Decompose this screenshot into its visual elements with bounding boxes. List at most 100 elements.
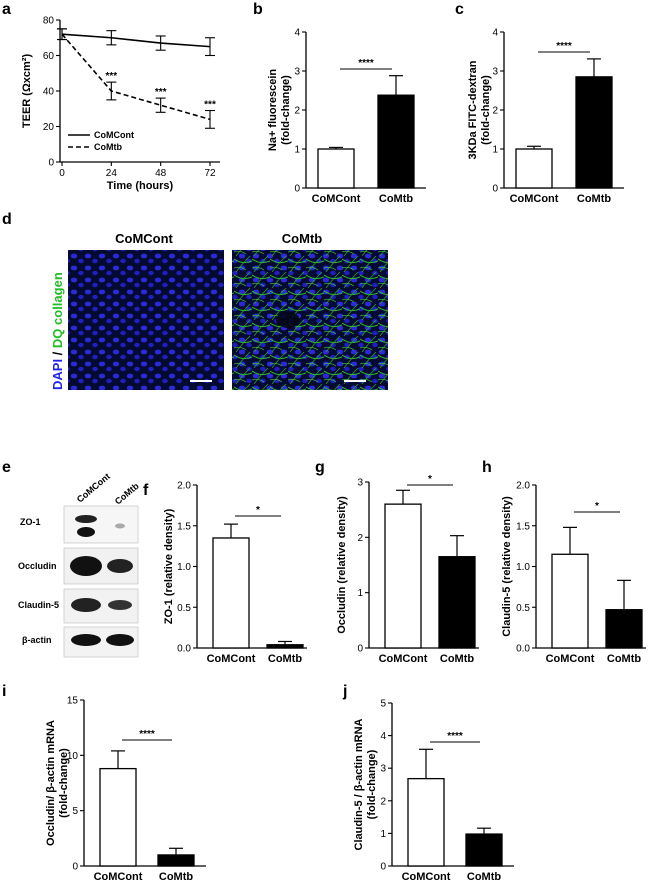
category-label: CoMtb: [467, 871, 501, 883]
wb-label-occludin: Occludin: [18, 561, 57, 571]
x-tick-label: 72: [204, 168, 216, 179]
y-axis-label: TEER (Ωxcm²): [21, 54, 33, 129]
bar-comcont: [99, 767, 137, 867]
y-tick-label: 0: [48, 158, 54, 169]
significance-label: ****: [358, 58, 374, 69]
y-tick-label: 0: [380, 862, 386, 873]
significance-label: ***: [105, 71, 117, 82]
wb-label-zo1: ZO-1: [20, 517, 41, 527]
micrograph-title-cont: CoMCont: [115, 231, 173, 246]
stain-dapi: DAPI: [50, 359, 65, 390]
legend-label: CoMCont: [94, 130, 134, 140]
y-tick-label: 1.5: [177, 521, 191, 532]
y-axis-label-line2: (fold-change): [280, 75, 292, 145]
panel-label-g: g: [315, 459, 325, 476]
panel-label-h: h: [482, 459, 492, 476]
micrograph-title-mtb: CoMtb: [282, 231, 322, 246]
y-axis-label: Occludin (relative density): [336, 496, 348, 634]
western-blot: CoMCont CoMtb ZO-1 Occludin Claudin-5 β-…: [18, 471, 141, 658]
y-axis-label-line1: 3KDa FITC-dextran: [467, 60, 479, 159]
category-label: CoMtb: [379, 193, 413, 205]
category-label: CoMCont: [546, 653, 595, 665]
y-tick-label: 3: [294, 67, 300, 78]
y-tick-label: 4: [294, 28, 300, 39]
y-axis-label: Claudin-5 (relative density): [501, 496, 513, 637]
category-label: CoMCont: [510, 193, 559, 205]
y-tick-label: 3: [492, 67, 498, 78]
bar-comcont: [212, 537, 250, 649]
y-tick-label: 1.5: [516, 521, 530, 532]
y-tick-label: 5: [72, 806, 78, 817]
significance-label: ****: [139, 729, 155, 740]
bar-comtb: [465, 833, 503, 867]
bar-comtb: [266, 644, 304, 649]
significance-label: ***: [155, 87, 167, 98]
category-label: CoMCont: [402, 871, 451, 883]
y-tick-label: 5: [380, 699, 386, 710]
x-tick-label: 0: [59, 168, 65, 179]
bar-comcont: [515, 148, 553, 189]
y-axis-label-line2: (fold-change): [366, 749, 378, 819]
occludin-density-bar-chart: 0 1 2 3 CoMCont CoMtb * Occludin (relative dens…: [336, 474, 479, 665]
significance-label: *: [256, 505, 260, 516]
significance-label: ****: [556, 41, 572, 52]
y-tick-label: 2: [380, 796, 386, 807]
y-tick-label: 0.0: [177, 644, 191, 655]
teer-line-chart: 0 20 40 60 80 0 24 48 72 *** *** *** CoMCont CoMtb Tim…: [21, 16, 220, 192]
claudin5-mrna-bar-chart: 0 1 2 3 4 5 CoMCont CoMtb **** Claudin-5 / β-acti…: [353, 699, 514, 883]
y-tick-label: 3: [357, 478, 363, 489]
micrograph-cont: [68, 250, 224, 390]
y-tick-label: 60: [43, 51, 55, 62]
bar-comcont: [407, 777, 445, 867]
category-label: CoMCont: [312, 193, 361, 205]
bar-comcont: [317, 148, 355, 189]
y-tick-label: 1: [380, 829, 386, 840]
category-label: CoMCont: [94, 871, 143, 883]
x-tick-label: 48: [155, 168, 167, 179]
y-tick-label: 4: [492, 28, 498, 39]
x-tick-label: 24: [106, 168, 118, 179]
y-tick-label: 40: [43, 87, 55, 98]
category-label: CoMtb: [607, 653, 641, 665]
category-label: CoMtb: [440, 653, 474, 665]
y-tick-label: 2.0: [516, 481, 530, 492]
category-label: CoMtb: [159, 871, 193, 883]
series-line-comtb: [61, 33, 211, 121]
y-tick-label: 4: [380, 731, 386, 742]
scale-bar: [190, 380, 212, 382]
bar-comtb: [605, 609, 643, 649]
y-tick-label: 2: [294, 106, 300, 117]
y-tick-label: 1.0: [516, 562, 530, 573]
y-tick-label: 0: [357, 644, 363, 655]
category-label: CoMtb: [268, 653, 302, 665]
significance-label: *: [428, 474, 432, 485]
panel-label-c: c: [455, 1, 464, 18]
micrograph-panel: DAPI / DQ collagen CoMCont CoMtb: [50, 231, 388, 390]
bar-comtb: [377, 94, 415, 189]
wb-label-actin: β-actin: [22, 635, 52, 645]
y-axis-label-line2: (fold-change): [58, 748, 70, 818]
panel-label-i: i: [2, 683, 6, 700]
y-tick-label: 15: [67, 696, 79, 707]
y-tick-label: 0: [72, 862, 78, 873]
y-axis-label-line2: (fold-change): [480, 75, 492, 145]
micrograph-mtb: [232, 250, 388, 390]
y-tick-label: 1: [492, 145, 498, 156]
panel-label-j: j: [342, 683, 347, 700]
panel-label-b: b: [253, 1, 263, 18]
significance-label: ***: [204, 100, 216, 111]
y-tick-label: 2: [492, 106, 498, 117]
panel-label-e: e: [2, 459, 11, 476]
significance-label: *: [595, 501, 599, 512]
y-axis-label-line1: Occludin/ β-actin mRNA: [45, 720, 57, 846]
y-tick-label: 2.0: [177, 481, 191, 492]
y-tick-label: 1: [294, 145, 300, 156]
y-tick-label: 1.0: [177, 562, 191, 573]
x-axis-label: Time (hours): [107, 180, 174, 192]
y-tick-label: 3: [380, 764, 386, 775]
na-fluorescein-bar-chart: 0 1 2 3 4 CoMCont CoMtb **** Na+ fluorescein (fol…: [267, 28, 426, 205]
stain-separator: /: [50, 348, 65, 359]
panel-label-a: a: [2, 1, 11, 18]
y-tick-label: 1: [357, 588, 363, 599]
